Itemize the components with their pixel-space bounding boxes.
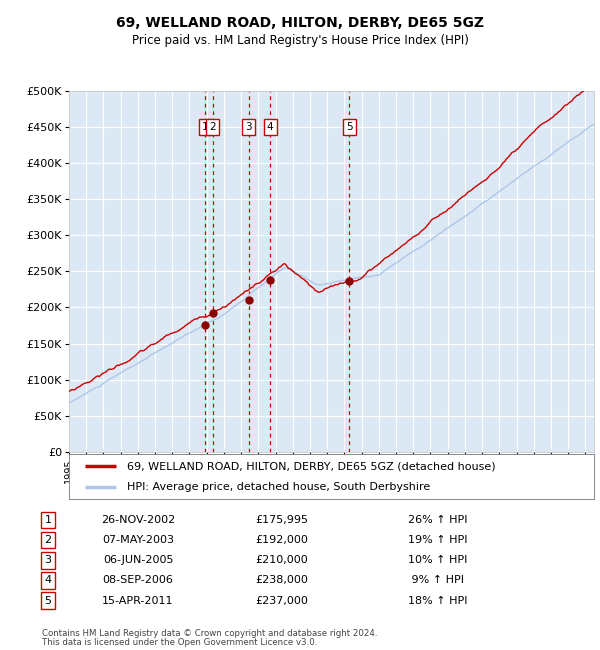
Text: 4: 4 [44,575,52,586]
Text: 08-SEP-2006: 08-SEP-2006 [103,575,173,586]
Text: Contains HM Land Registry data © Crown copyright and database right 2024.: Contains HM Land Registry data © Crown c… [42,629,377,638]
Text: 19% ↑ HPI: 19% ↑ HPI [408,535,467,545]
Text: 26-NOV-2002: 26-NOV-2002 [101,515,175,525]
Text: 5: 5 [346,122,353,132]
Text: 9% ↑ HPI: 9% ↑ HPI [408,575,464,586]
Text: 69, WELLAND ROAD, HILTON, DERBY, DE65 5GZ: 69, WELLAND ROAD, HILTON, DERBY, DE65 5G… [116,16,484,31]
Text: £237,000: £237,000 [256,595,308,606]
Text: 10% ↑ HPI: 10% ↑ HPI [408,555,467,566]
Text: 1: 1 [202,122,208,132]
Text: 2: 2 [44,535,52,545]
Text: 06-JUN-2005: 06-JUN-2005 [103,555,173,566]
Text: 18% ↑ HPI: 18% ↑ HPI [408,595,467,606]
Text: Price paid vs. HM Land Registry's House Price Index (HPI): Price paid vs. HM Land Registry's House … [131,34,469,47]
Text: 07-MAY-2003: 07-MAY-2003 [102,535,174,545]
Text: 3: 3 [245,122,252,132]
Text: 4: 4 [267,122,274,132]
Text: 15-APR-2011: 15-APR-2011 [102,595,174,606]
Text: £192,000: £192,000 [256,535,308,545]
Text: 69, WELLAND ROAD, HILTON, DERBY, DE65 5GZ (detached house): 69, WELLAND ROAD, HILTON, DERBY, DE65 5G… [127,462,496,471]
Text: 1: 1 [44,515,52,525]
Text: £210,000: £210,000 [256,555,308,566]
Text: This data is licensed under the Open Government Licence v3.0.: This data is licensed under the Open Gov… [42,638,317,647]
Text: 2: 2 [209,122,216,132]
Text: 3: 3 [44,555,52,566]
Text: 5: 5 [44,595,52,606]
Text: 26% ↑ HPI: 26% ↑ HPI [408,515,467,525]
Text: £238,000: £238,000 [256,575,308,586]
Text: £175,995: £175,995 [256,515,308,525]
Text: HPI: Average price, detached house, South Derbyshire: HPI: Average price, detached house, Sout… [127,482,430,491]
